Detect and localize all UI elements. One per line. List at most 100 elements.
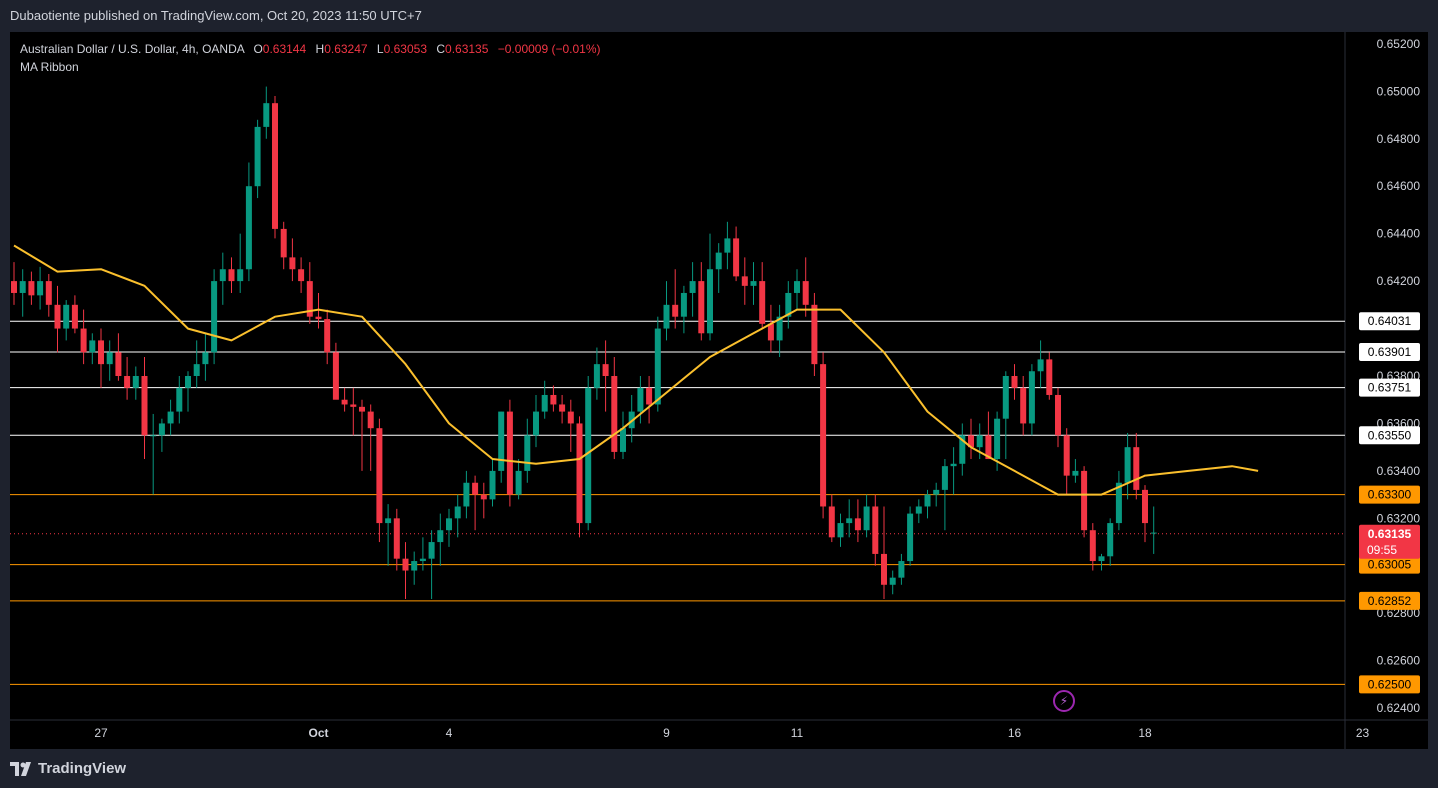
candle-body[interactable] (45, 281, 52, 305)
candle-body[interactable] (11, 281, 17, 293)
level-price-badge[interactable] (1359, 675, 1420, 694)
candle-body[interactable] (1115, 482, 1122, 524)
candle-body[interactable] (237, 269, 244, 282)
candle-body[interactable] (820, 364, 827, 507)
candle-body[interactable] (663, 304, 670, 329)
level-price-badge[interactable] (1359, 378, 1420, 397)
candle-body[interactable] (454, 506, 461, 519)
candle-body[interactable] (1072, 470, 1079, 476)
candle-body[interactable] (411, 561, 418, 571)
price-chart[interactable]: 0.65200 0.65000 0.64800 0.64600 0.64400 0.642… (10, 32, 1428, 749)
candle-body[interactable] (611, 376, 618, 452)
candle-body[interactable] (98, 340, 104, 365)
candle-body[interactable] (54, 304, 61, 329)
candle-body[interactable] (506, 411, 513, 495)
candle-body[interactable] (115, 352, 122, 376)
candle-body[interactable] (272, 103, 278, 229)
candle-body[interactable] (976, 435, 983, 448)
candle-body[interactable] (915, 506, 922, 514)
level-price-badge[interactable] (1359, 555, 1420, 574)
candle-body[interactable] (141, 376, 148, 436)
indicator-name[interactable]: MA Ribbon (20, 60, 79, 74)
candle-body[interactable] (672, 304, 679, 317)
candle-body[interactable] (63, 304, 70, 329)
indicator-row[interactable]: MA Ribbon (20, 58, 601, 76)
candle-body[interactable] (19, 281, 26, 293)
candle-body[interactable] (837, 523, 844, 538)
candle-body[interactable] (437, 530, 444, 543)
candle-body[interactable] (933, 489, 940, 495)
candle-body[interactable] (150, 435, 157, 437)
candle-body[interactable] (985, 435, 992, 460)
candle-body[interactable] (385, 518, 392, 524)
candle-body[interactable] (811, 304, 818, 365)
candle-body[interactable] (176, 387, 183, 412)
candle-body[interactable] (359, 406, 365, 412)
candle-body[interactable] (759, 281, 766, 324)
candle-body[interactable] (646, 387, 653, 405)
candle-body[interactable] (567, 411, 574, 424)
candle-body[interactable] (1142, 489, 1148, 524)
symbol-name[interactable]: Australian Dollar / U.S. Dollar, 4h, OAN… (20, 42, 245, 56)
candle-body[interactable] (89, 340, 96, 353)
candle-body[interactable] (941, 466, 948, 490)
candle-body[interactable] (367, 411, 374, 429)
candle-body[interactable] (620, 428, 626, 452)
candle-body[interactable] (689, 281, 696, 293)
candle-body[interactable] (593, 364, 600, 388)
candle-body[interactable] (298, 269, 305, 282)
candle-body[interactable] (533, 411, 539, 436)
candle-body[interactable] (489, 470, 496, 500)
candle-body[interactable] (106, 352, 113, 365)
candle-body[interactable] (576, 423, 583, 524)
candle-body[interactable] (167, 411, 174, 424)
candle-body[interactable] (1011, 376, 1018, 388)
candle-body[interactable] (263, 103, 270, 127)
candle-body[interactable] (1020, 387, 1027, 424)
candle-body[interactable] (950, 463, 957, 467)
candle-body[interactable] (71, 304, 78, 329)
candle-body[interactable] (1028, 371, 1035, 424)
level-price-badge[interactable] (1359, 426, 1420, 445)
candle-body[interactable] (446, 518, 452, 531)
candle-body[interactable] (37, 281, 44, 296)
candle-body[interactable] (306, 281, 313, 317)
level-price-badge[interactable] (1359, 485, 1420, 504)
ma-ribbon-line[interactable] (13, 244, 1259, 496)
candle-body[interactable] (559, 404, 566, 412)
candle-body[interactable] (715, 252, 722, 270)
candle-body[interactable] (785, 292, 792, 317)
level-price-badge[interactable] (1359, 591, 1420, 610)
lightning-bolt-icon[interactable]: ⚡ (1053, 690, 1075, 712)
candle-body[interactable] (315, 316, 322, 320)
candle-body[interactable] (898, 561, 905, 578)
candle-body[interactable] (1133, 447, 1140, 490)
candle-body[interactable] (767, 323, 774, 341)
candle-body[interactable] (802, 281, 809, 305)
candle-body[interactable] (733, 238, 740, 277)
tradingview-logo[interactable]: TradingView (10, 760, 126, 777)
candle-body[interactable] (1063, 435, 1070, 476)
candle-body[interactable] (1055, 394, 1061, 436)
candle-body[interactable] (428, 542, 435, 559)
candle-body[interactable] (472, 482, 479, 495)
candle-body[interactable] (1107, 523, 1114, 557)
candle-body[interactable] (80, 328, 87, 353)
candle-body[interactable] (881, 553, 887, 585)
candle-body[interactable] (185, 376, 191, 388)
candle-body[interactable] (419, 558, 426, 562)
candle-body[interactable] (498, 411, 505, 471)
candle-body[interactable] (1037, 359, 1044, 372)
candle-body[interactable] (750, 281, 757, 286)
candle-body[interactable] (794, 281, 800, 293)
candle-body[interactable] (219, 269, 226, 282)
candle-body[interactable] (376, 428, 383, 524)
candle-body[interactable] (924, 494, 931, 507)
candle-body[interactable] (1098, 556, 1105, 562)
candle-body[interactable] (1002, 376, 1009, 419)
candle-body[interactable] (280, 228, 287, 258)
candle-body[interactable] (245, 186, 252, 270)
candle-body[interactable] (994, 418, 1001, 460)
candle-body[interactable] (132, 376, 139, 388)
candle-body[interactable] (959, 435, 966, 464)
